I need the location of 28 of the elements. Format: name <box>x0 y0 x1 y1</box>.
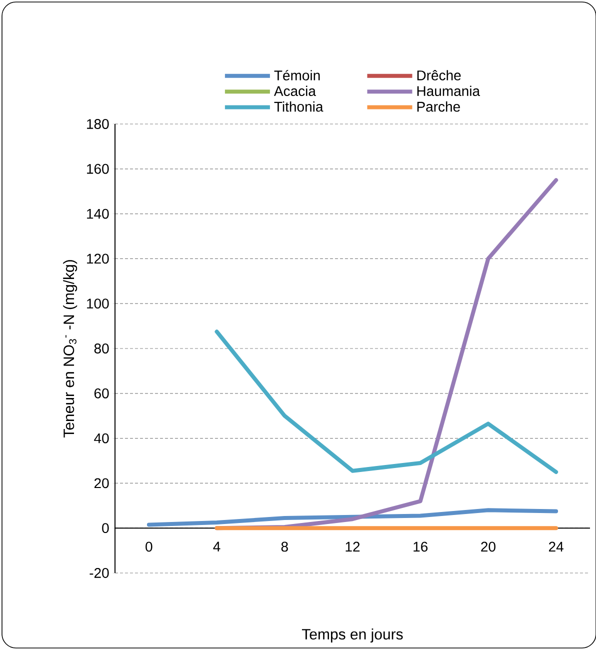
x-axis-title: Temps en jours <box>302 628 403 643</box>
x-tick-label: 16 <box>413 542 428 552</box>
y-tick-label: 180 <box>86 119 109 129</box>
y-tick-label: -20 <box>90 568 109 578</box>
x-tick-label: 0 <box>145 542 152 552</box>
legend-label: Acacia <box>274 86 316 96</box>
legend-label: Haumania <box>417 86 480 96</box>
y-tick-label: 20 <box>94 478 109 488</box>
x-tick-label: 4 <box>213 542 220 552</box>
x-tick-label: 24 <box>548 542 564 552</box>
legend-label: Tithonia <box>274 101 324 112</box>
y-tick-label: 60 <box>94 388 109 398</box>
y-tick-label: 120 <box>86 254 109 264</box>
legend-label: Drêche <box>417 70 461 80</box>
y-tick-label: 140 <box>86 208 109 219</box>
legend-label: Parche <box>417 101 460 112</box>
line-series <box>146 508 558 527</box>
y-tick-label: 0 <box>102 523 109 534</box>
y-tick-label: 40 <box>94 433 109 444</box>
y-axis-title: Teneur en NO$_{3}$$^{-}$ -N (mg/kg) <box>62 260 77 438</box>
line-series <box>214 330 558 474</box>
y-tick-label: 100 <box>86 298 109 309</box>
legend-label: Témoin <box>274 70 320 80</box>
y-tick-label: 80 <box>94 344 109 354</box>
x-tick-label: 8 <box>281 542 288 552</box>
x-tick-label: 20 <box>480 542 496 552</box>
y-tick-label: 160 <box>86 164 109 174</box>
x-tick-label: 12 <box>346 542 360 552</box>
